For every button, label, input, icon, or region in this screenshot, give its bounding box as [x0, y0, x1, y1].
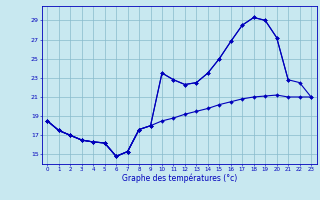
X-axis label: Graphe des températures (°c): Graphe des températures (°c) [122, 173, 237, 183]
